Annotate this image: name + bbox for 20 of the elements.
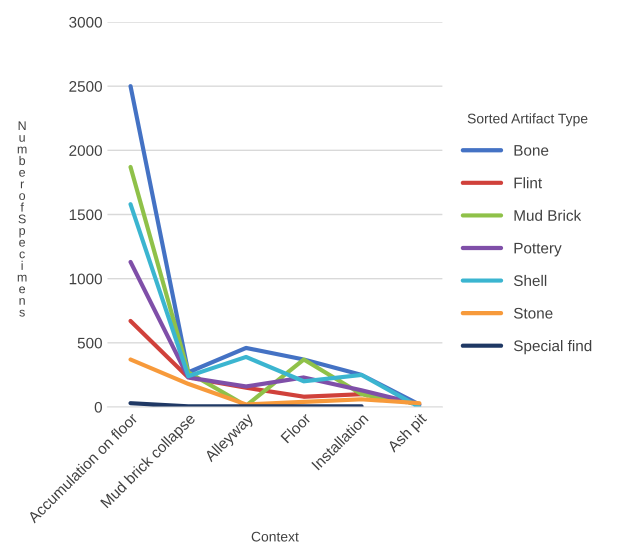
legend-label: Mud Brick (514, 210, 582, 221)
x-tick-label: Ash pit (386, 412, 430, 455)
legend-title: Sorted Artifact Type (468, 113, 588, 126)
y-tick-label: 1000 (70, 274, 102, 284)
legend-label: Pottery (514, 242, 562, 257)
legend-label: Stone (514, 308, 553, 319)
y-tick-label: 0 (94, 402, 102, 413)
y-tick-label: 1500 (70, 209, 102, 220)
y-tick-label: 2500 (69, 81, 102, 92)
legend-label: Special find (514, 340, 592, 354)
text: Number of Specimens (18, 121, 26, 317)
legend-label: Bone (514, 145, 548, 156)
legend-label: Flint (514, 177, 542, 188)
legend-label: Shell (514, 274, 546, 286)
line-series (128, 202, 422, 407)
y-tick-label: 2000 (69, 145, 102, 156)
x-axis-title: Context (252, 532, 299, 542)
y-tick-label: 3000 (69, 16, 102, 28)
y-tick-label: 500 (78, 338, 102, 349)
line-series (128, 357, 422, 407)
